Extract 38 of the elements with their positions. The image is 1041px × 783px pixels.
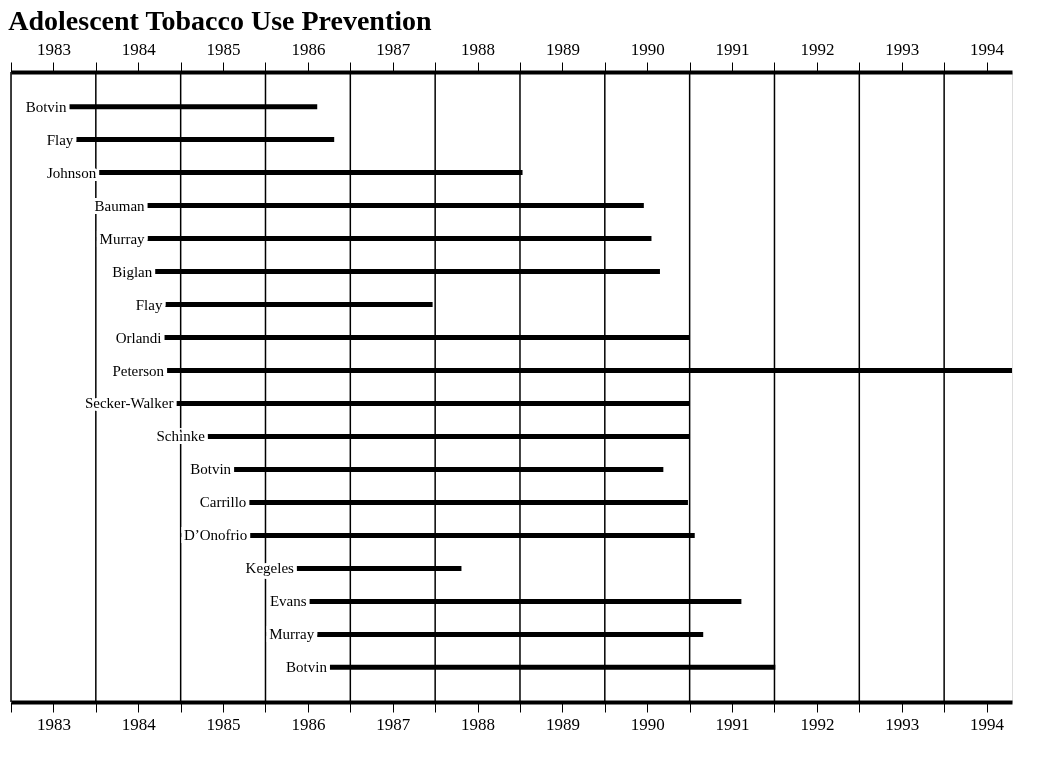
y-tick-label: Evans — [269, 593, 307, 610]
x2-tick-label: 1989 — [545, 39, 580, 59]
x-tick-label: 1988 — [461, 714, 496, 734]
x-tick-label: 1985 — [206, 714, 241, 734]
x2-tick-label: 1993 — [885, 39, 920, 59]
y-tick-label: Botvin — [190, 461, 232, 478]
y-tick-label: Murray — [99, 230, 146, 247]
y-tick-label: Biglan — [112, 263, 153, 280]
x2-tick-label: 1984 — [121, 39, 157, 59]
y-tick-label: Peterson — [112, 362, 165, 379]
x2-tick-label: 1991 — [715, 39, 750, 59]
x-tick-label: 1991 — [715, 714, 750, 734]
x-tick-label: 1983 — [36, 714, 71, 734]
y-tick-label: D’Onofrio — [183, 527, 248, 544]
x2-tick-label: 1986 — [291, 39, 326, 59]
x2-tick-label: 1983 — [36, 39, 71, 59]
x2-tick-label: 1994 — [970, 39, 1005, 59]
x2-tick-label: 1988 — [461, 39, 496, 59]
x-tick-label: 1993 — [885, 714, 920, 734]
x2-tick-label: 1992 — [800, 39, 835, 59]
x-tick-label: 1994 — [970, 714, 1005, 734]
x-tick-label: 1984 — [121, 714, 157, 734]
x-tick-label: 1989 — [545, 714, 580, 734]
y-tick-label: Flay — [46, 131, 74, 148]
x2-tick-label: 1985 — [206, 39, 241, 59]
x-tick-label: 1987 — [376, 714, 411, 734]
y-tick-label: Botvin — [286, 659, 328, 676]
x2-tick-label: 1990 — [630, 39, 665, 59]
y-tick-label: Carrillo — [199, 494, 247, 511]
y-tick-label: Orlandi — [115, 329, 162, 346]
x-tick-label: 1992 — [800, 714, 835, 734]
chart-title: Adolescent Tobacco Use Prevention — [8, 5, 433, 36]
x-tick-label: 1990 — [630, 714, 665, 734]
y-tick-label: Botvin — [25, 98, 68, 115]
y-tick-label: Murray — [269, 626, 315, 643]
x-tick-label: 1986 — [291, 714, 326, 734]
y-tick-label: Flay — [135, 296, 163, 313]
x2-tick-label: 1987 — [376, 39, 411, 59]
